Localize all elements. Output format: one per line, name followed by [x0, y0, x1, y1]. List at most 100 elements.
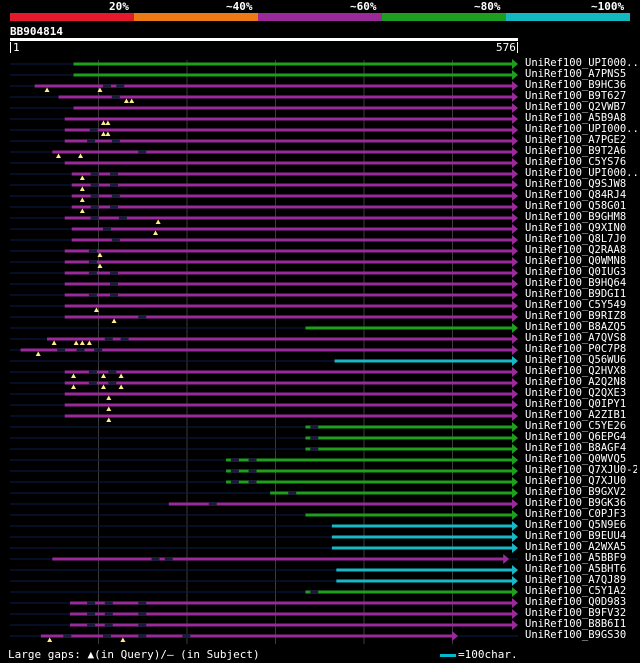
subject-gap [111, 194, 120, 198]
query-gap-marker [93, 307, 99, 312]
query-gap-marker [100, 131, 106, 136]
subject-gap [138, 623, 147, 627]
subject-gap [103, 634, 112, 638]
hit-arrowhead [512, 488, 518, 498]
hit-label[interactable]: UniRef100_Q5N9E6 [525, 520, 627, 531]
hit-arrowhead [512, 114, 518, 124]
hit-label[interactable]: UniRef100_B9HQ64 [525, 278, 627, 289]
hit-label[interactable]: UniRef100_UPI000.. [525, 58, 637, 69]
hit-label[interactable]: UniRef100_A7QVS8 [525, 333, 627, 344]
hit-label[interactable]: UniRef100_B9DGI1 [525, 289, 627, 300]
subject-gap [94, 348, 103, 352]
subject-gap [208, 502, 217, 506]
hit-label[interactable]: UniRef100_A5B9A8 [525, 113, 627, 124]
hit-label[interactable]: UniRef100_Q2VWB7 [525, 102, 627, 113]
gaps-legend: Large gaps: ▲(in Query)/– (in Subject) [8, 648, 260, 661]
subject-gap [90, 205, 99, 209]
hit-arrowhead [512, 147, 518, 157]
hit-arrowhead [512, 301, 518, 311]
legend-segment [134, 13, 258, 21]
subject-gap [138, 601, 147, 605]
subject-gap [57, 348, 66, 352]
subject-gap [104, 612, 113, 616]
hit-label[interactable]: UniRef100_Q2QXE3 [525, 388, 627, 399]
hit-label[interactable]: UniRef100_B9GXV2 [525, 487, 627, 498]
hit-label[interactable]: UniRef100_Q0WVQ5 [525, 454, 627, 465]
hit-label[interactable]: UniRef100_B9EUU4 [525, 531, 627, 542]
hit-arrowhead [503, 554, 510, 564]
hit-label[interactable]: UniRef100_A5BBF9 [525, 553, 627, 564]
hit-label[interactable]: UniRef100_Q7XJU0-2 [525, 465, 637, 476]
subject-gap [110, 271, 119, 275]
hit-label[interactable]: UniRef100_A2ZIB1 [525, 410, 627, 421]
hit-arrowhead [512, 213, 518, 223]
query-gap-marker [123, 98, 129, 103]
hit-label[interactable]: UniRef100_Q56WU6 [525, 355, 627, 366]
hit-label[interactable]: UniRef100_Q2RAA8 [525, 245, 627, 256]
subject-gap [118, 216, 127, 220]
hit-arrowhead [512, 433, 518, 443]
subject-gap [116, 84, 125, 88]
subject-gap [248, 458, 257, 462]
hit-label[interactable]: UniRef100_C5Y1A2 [525, 586, 627, 597]
hit-label[interactable]: UniRef100_A5BHT6 [525, 564, 627, 575]
subject-gap [104, 601, 113, 605]
legend-label: ~100% [591, 0, 625, 13]
hit-label[interactable]: UniRef100_B9RIZ8 [525, 311, 627, 322]
query-gap-marker [105, 131, 111, 136]
hit-label[interactable]: UniRef100_A2Q2N8 [525, 377, 627, 388]
legend-segment [506, 13, 630, 21]
hit-label[interactable]: UniRef100_B9T2A6 [525, 146, 627, 157]
hit-label[interactable]: UniRef100_P0C7P8 [525, 344, 627, 355]
hit-label[interactable]: UniRef100_Q7XJU0 [525, 476, 627, 487]
hit-label[interactable]: UniRef100_B8B6I1 [525, 619, 627, 630]
legend-label: 20% [109, 0, 129, 13]
hit-label[interactable]: UniRef100_Q0IUG3 [525, 267, 627, 278]
subject-gap [88, 370, 97, 374]
hit-label[interactable]: UniRef100_Q0WMN8 [525, 256, 627, 267]
hit-label[interactable]: UniRef100_Q58G01 [525, 201, 627, 212]
hit-label[interactable]: UniRef100_A2WXA5 [525, 542, 627, 553]
hit-label[interactable]: UniRef100_B9GK36 [525, 498, 627, 509]
query-gap-marker [118, 384, 124, 389]
scale-text: =100char. [458, 648, 518, 661]
hit-label[interactable]: UniRef100_A7PNS5 [525, 69, 627, 80]
subject-gap [88, 271, 97, 275]
hit-label[interactable]: UniRef100_Q9XIN0 [525, 223, 627, 234]
hit-label[interactable]: UniRef100_Q0IPY1 [525, 399, 627, 410]
hit-label[interactable]: UniRef100_UPI000.. [525, 168, 637, 179]
query-end-label: 576 [496, 41, 516, 54]
query-gap-marker [100, 373, 106, 378]
hit-arrowhead [512, 609, 518, 619]
hit-label[interactable]: UniRef100_B9FV32 [525, 608, 627, 619]
hit-label[interactable]: UniRef100_Q84RJ4 [525, 190, 627, 201]
hit-label[interactable]: UniRef100_B9GS30 [525, 630, 627, 641]
hit-label[interactable]: UniRef100_B9GHM8 [525, 212, 627, 223]
hit-label[interactable]: UniRef100_C5Y549 [525, 300, 627, 311]
hit-label[interactable]: UniRef100_A7QJ89 [525, 575, 627, 586]
hit-arrowhead [512, 268, 518, 278]
hit-label[interactable]: UniRef100_Q0D983 [525, 597, 627, 608]
subject-gap [103, 227, 112, 231]
hit-label[interactable]: UniRef100_Q9SJW8 [525, 179, 627, 190]
hit-label[interactable]: UniRef100_C5YE26 [525, 421, 627, 432]
hit-label[interactable]: UniRef100_B9HC36 [525, 80, 627, 91]
hit-label[interactable]: UniRef100_Q2HVX8 [525, 366, 627, 377]
subject-gap [248, 480, 257, 484]
hit-label[interactable]: UniRef100_Q6EPG4 [525, 432, 627, 443]
hit-label[interactable]: UniRef100_C0PJF3 [525, 509, 627, 520]
hit-label[interactable]: UniRef100_B9T627 [525, 91, 627, 102]
subject-gap [87, 601, 96, 605]
hit-label[interactable]: UniRef100_UPI000.. [525, 124, 637, 135]
hit-arrowhead [512, 323, 518, 333]
hit-label[interactable]: UniRef100_C5YS76 [525, 157, 627, 168]
hit-arrowhead [512, 565, 518, 575]
hit-label[interactable]: UniRef100_A7PGE2 [525, 135, 627, 146]
hit-label[interactable]: UniRef100_B8AGF4 [525, 443, 627, 454]
query-gap-marker [78, 153, 84, 158]
legend-label: ~60% [350, 0, 377, 13]
hit-arrowhead [512, 389, 518, 399]
hit-label[interactable]: UniRef100_Q8L7J0 [525, 234, 627, 245]
hit-arrowhead [512, 587, 518, 597]
hit-label[interactable]: UniRef100_B8AZQ5 [525, 322, 627, 333]
